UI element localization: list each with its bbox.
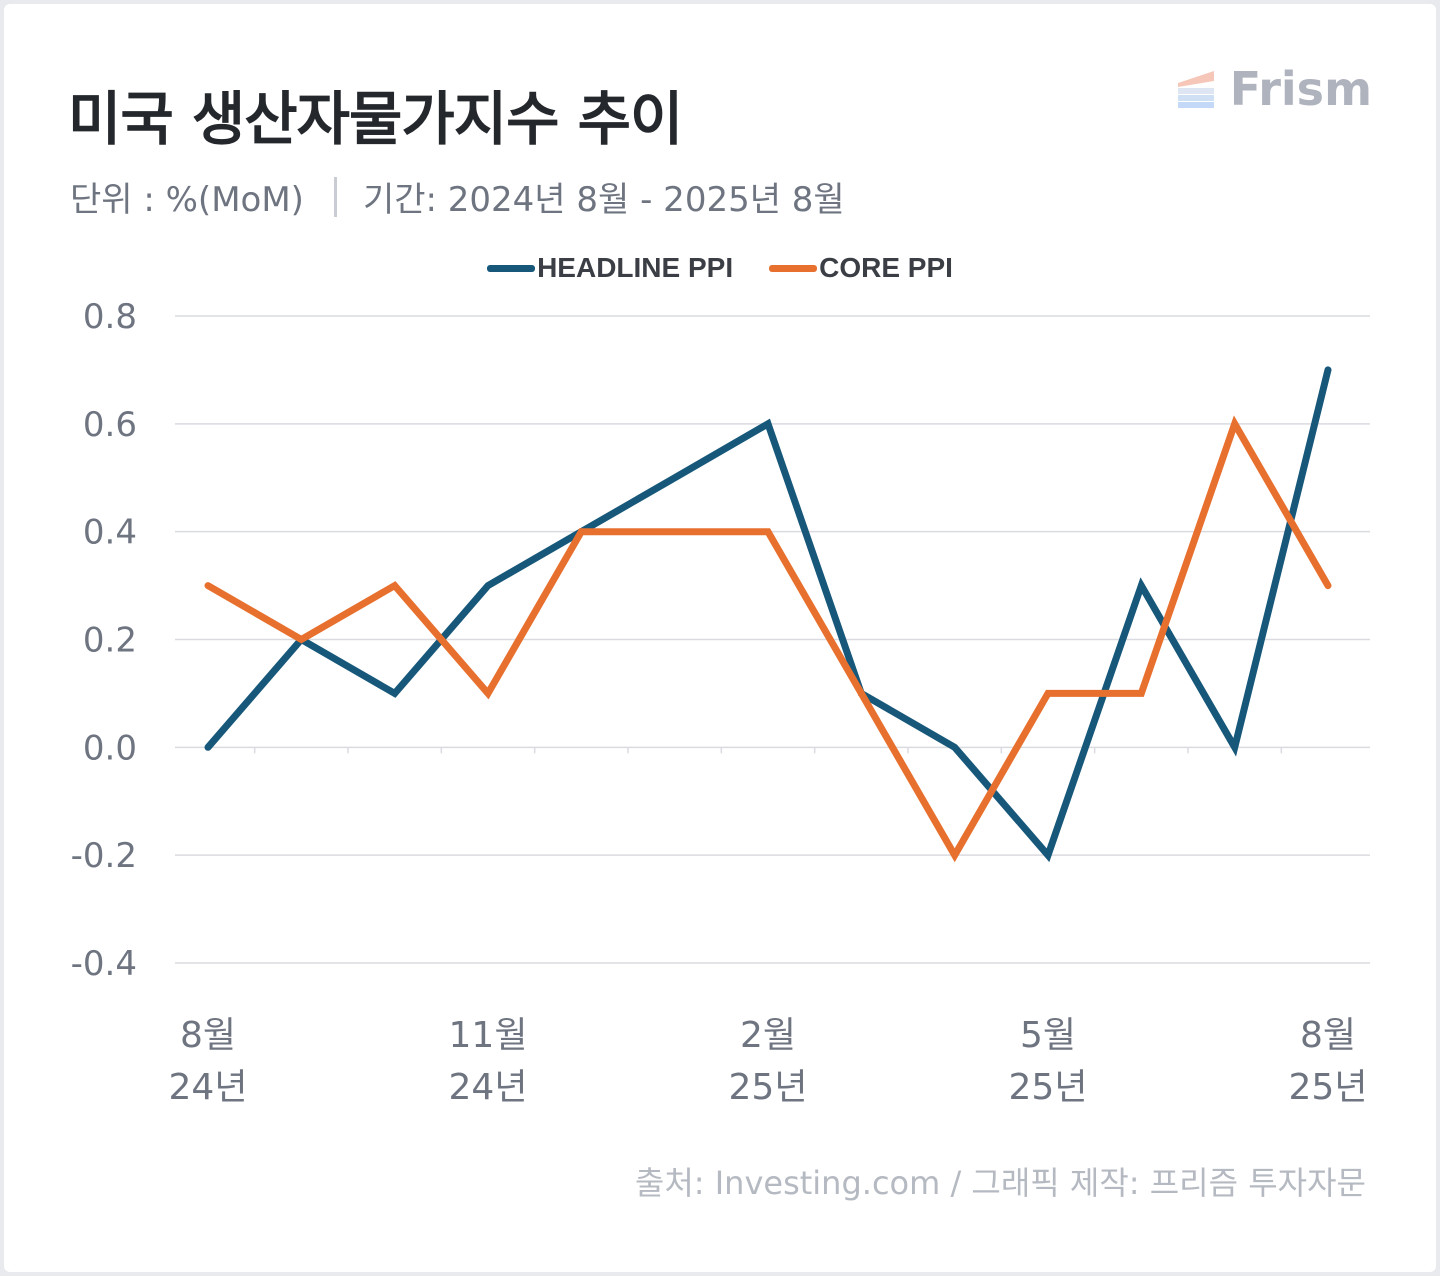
brand-logo: Frism bbox=[1176, 62, 1372, 116]
unit-label: 단위 : %(MoM) bbox=[70, 180, 304, 220]
x-tick-label-month: 8월 bbox=[1300, 1015, 1356, 1056]
legend-item-headline: HEADLINE PPI bbox=[487, 252, 733, 284]
y-tick-label: 0.0 bbox=[83, 728, 137, 768]
chart-card bbox=[4, 4, 1436, 1272]
legend: HEADLINE PPI CORE PPI bbox=[0, 252, 1440, 284]
x-tick-label-year: 24년 bbox=[449, 1067, 528, 1108]
legend-item-core: CORE PPI bbox=[769, 252, 953, 284]
series-line-headline bbox=[204, 366, 1332, 863]
subtitle-divider bbox=[333, 176, 337, 217]
page-title: 미국 생산자물가지수 추이 bbox=[68, 85, 683, 153]
y-tick-label: 0.2 bbox=[83, 621, 137, 661]
subtitle: 단위 : %(MoM) 기간: 2024년 8월 - 2025년 8월 bbox=[70, 172, 845, 221]
y-tick-label: -0.2 bbox=[71, 836, 137, 876]
x-tick-label-month: 8월 bbox=[180, 1015, 236, 1056]
y-tick-label: 0.8 bbox=[83, 297, 137, 337]
x-tick-label-year: 25년 bbox=[1009, 1067, 1088, 1108]
x-tick-label-year: 25년 bbox=[729, 1067, 808, 1108]
x-tick-label-month: 5월 bbox=[1020, 1015, 1076, 1056]
y-tick-label: -0.4 bbox=[71, 944, 137, 984]
y-tick-label: 0.4 bbox=[83, 513, 137, 553]
legend-label-headline: HEADLINE PPI bbox=[537, 252, 734, 283]
logo-text: Frism bbox=[1229, 62, 1372, 116]
series-line-core bbox=[204, 415, 1332, 863]
x-tick-label-month: 2월 bbox=[740, 1015, 796, 1056]
period-label: 기간: 2024년 8월 - 2025년 8월 bbox=[362, 180, 845, 220]
legend-label-core: CORE PPI bbox=[819, 252, 953, 283]
stacked-stripes-logo-icon bbox=[1177, 71, 1214, 108]
x-tick-label-year: 25년 bbox=[1289, 1067, 1368, 1108]
legend-swatch-headline bbox=[487, 264, 536, 272]
legend-swatch-core bbox=[769, 264, 818, 272]
x-tick-label-month: 11월 bbox=[449, 1015, 528, 1056]
y-tick-label: 0.6 bbox=[83, 405, 137, 445]
x-tick-label-year: 24년 bbox=[169, 1067, 248, 1108]
source-note: 출처: Investing.com / 그래픽 제작: 프리즘 투자자문 bbox=[634, 1164, 1366, 1202]
line-chart: 0.8 0.6 0.4 0.2 0.0 -0.2 -0.4 8월 24년 11월 24년 2월 25년 5… bbox=[71, 297, 1370, 1108]
